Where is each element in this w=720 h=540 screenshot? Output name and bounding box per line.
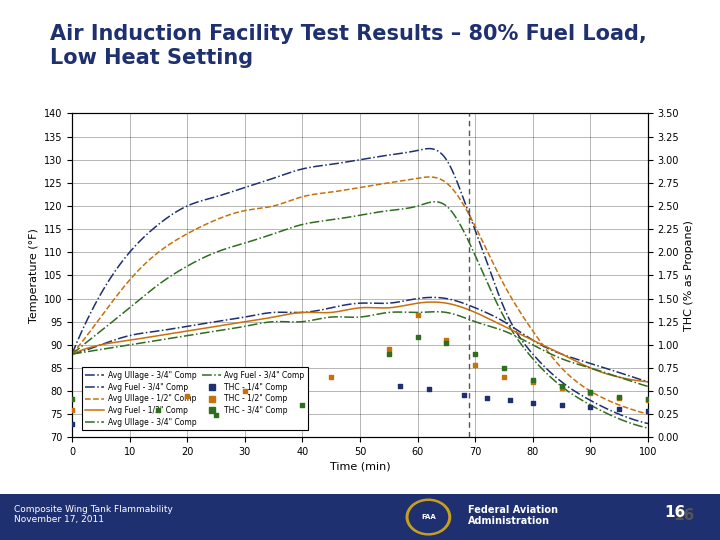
Point	[504, 396, 516, 404]
Point	[383, 350, 395, 359]
X-axis label: Time (min): Time (min)	[330, 461, 390, 471]
Point	[458, 390, 469, 399]
Point	[556, 384, 567, 393]
Point	[153, 406, 164, 414]
Circle shape	[409, 502, 448, 532]
Point	[297, 401, 308, 409]
Point	[613, 393, 625, 402]
Legend: Avg Ullage - 3/4" Comp, Avg Fuel - 3/4" Comp, Avg Ullage - 1/2" Comp, Avg Fuel -: Avg Ullage - 3/4" Comp, Avg Fuel - 3/4" …	[81, 367, 308, 430]
Text: FAA: FAA	[421, 514, 436, 520]
Point	[585, 389, 596, 397]
Text: 16: 16	[673, 508, 695, 523]
Point	[383, 345, 395, 354]
Point	[395, 382, 406, 391]
Point	[642, 406, 654, 415]
Point	[210, 411, 222, 420]
Circle shape	[406, 499, 451, 535]
Point	[613, 393, 625, 401]
Point	[556, 401, 567, 409]
Point	[469, 350, 481, 359]
Point	[66, 406, 78, 414]
Text: Composite Wing Tank Flammability
November 17, 2011: Composite Wing Tank Flammability Novembe…	[14, 505, 174, 524]
Point	[585, 388, 596, 396]
Point	[613, 404, 625, 413]
Point	[556, 382, 567, 391]
Point	[481, 393, 492, 402]
Y-axis label: THC (% as Propane): THC (% as Propane)	[683, 220, 693, 331]
Point	[527, 377, 539, 386]
Point	[423, 385, 435, 394]
Point	[498, 363, 510, 372]
Point	[66, 419, 78, 428]
Y-axis label: Temperature (°F): Temperature (°F)	[30, 228, 40, 323]
Point	[441, 336, 452, 345]
Point	[181, 392, 193, 400]
Point	[469, 361, 481, 369]
Text: 16: 16	[665, 505, 686, 520]
Point	[498, 373, 510, 382]
Point	[412, 333, 423, 342]
Point	[441, 339, 452, 347]
Point	[527, 399, 539, 408]
Point	[66, 394, 78, 403]
Point	[585, 402, 596, 411]
Point	[642, 396, 654, 404]
Point	[642, 395, 654, 404]
Point	[412, 311, 423, 320]
Point	[527, 376, 539, 384]
Point	[325, 373, 337, 382]
Text: Federal Aviation
Administration: Federal Aviation Administration	[468, 505, 558, 526]
Point	[239, 387, 251, 395]
Text: Air Induction Facility Test Results – 80% Fuel Load,
Low Heat Setting: Air Induction Facility Test Results – 80…	[50, 24, 647, 68]
